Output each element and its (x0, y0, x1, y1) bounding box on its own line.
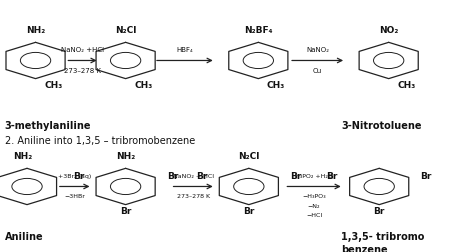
Text: NaNO₂: NaNO₂ (306, 47, 329, 53)
Text: −3HBr: −3HBr (64, 194, 85, 199)
Text: N₂Cl: N₂Cl (115, 26, 137, 35)
Text: CH₃: CH₃ (134, 81, 153, 90)
Text: NH₂: NH₂ (13, 152, 32, 161)
Text: −HCl: −HCl (306, 213, 322, 218)
Text: Br: Br (290, 172, 301, 181)
Text: NaNO₂ + HCl: NaNO₂ + HCl (173, 174, 214, 179)
Text: 1,3,5- tribromo
benzene: 1,3,5- tribromo benzene (341, 232, 425, 252)
Text: Br: Br (374, 207, 385, 216)
Text: NaNO₂ +HCl: NaNO₂ +HCl (61, 47, 104, 53)
Text: H₃PO₂ +H₂O: H₃PO₂ +H₂O (295, 174, 333, 179)
Text: +3Br₂ (aq): +3Br₂ (aq) (58, 174, 91, 179)
Text: 3-Nitrotoluene: 3-Nitrotoluene (341, 121, 422, 131)
Text: N₂Cl: N₂Cl (238, 152, 260, 161)
Text: CH₃: CH₃ (44, 81, 63, 90)
Text: NO₂: NO₂ (379, 26, 398, 35)
Text: Cu: Cu (313, 68, 322, 74)
Text: 2. Aniline into 1,3,5 – tribromobenzene: 2. Aniline into 1,3,5 – tribromobenzene (5, 136, 195, 146)
Text: NH₂: NH₂ (116, 152, 135, 161)
Text: Br: Br (327, 172, 338, 181)
Text: 3-methylaniline: 3-methylaniline (5, 121, 91, 131)
Text: HBF₄: HBF₄ (176, 47, 193, 53)
Text: Br: Br (120, 207, 131, 216)
Text: −H₃PO₃: −H₃PO₃ (302, 194, 326, 199)
Text: CH₃: CH₃ (267, 81, 285, 90)
Text: Br: Br (196, 172, 208, 181)
Text: Br: Br (420, 172, 432, 181)
Text: CH₃: CH₃ (397, 81, 416, 90)
Text: Br: Br (243, 207, 255, 216)
Text: N₂BF₄: N₂BF₄ (244, 26, 273, 35)
Text: NH₂: NH₂ (26, 26, 45, 35)
Text: Br: Br (73, 172, 84, 181)
Text: Br: Br (167, 172, 178, 181)
Text: Aniline: Aniline (5, 232, 43, 242)
Text: −N₂: −N₂ (308, 204, 320, 209)
Text: 273–278 K: 273–278 K (64, 68, 101, 74)
Text: 273–278 K: 273–278 K (177, 194, 210, 199)
